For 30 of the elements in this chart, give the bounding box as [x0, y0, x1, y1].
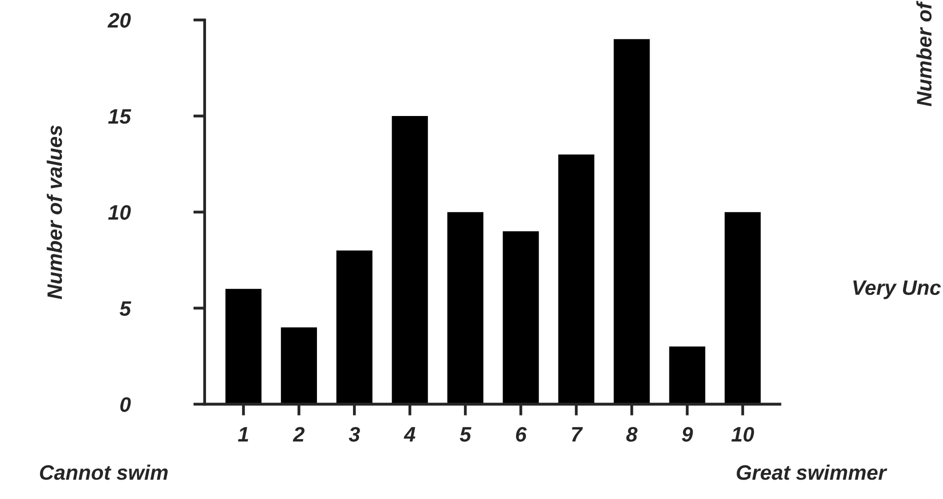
y-axis-title: Number of values	[46, 125, 62, 300]
x-tick-label: 9	[682, 426, 693, 442]
bar	[502, 231, 539, 404]
bar	[225, 288, 262, 404]
bar	[280, 327, 317, 404]
x-tick-label: 10	[731, 426, 754, 442]
x-tick-label: 5	[460, 427, 472, 442]
bar	[669, 346, 706, 404]
x-tick-label: 4	[404, 427, 416, 442]
text: Cannot swim	[40, 464, 168, 480]
x-tick-label: 2	[292, 426, 305, 442]
x-tick-label: 6	[516, 426, 527, 442]
y-tick-label: 5	[120, 301, 132, 316]
y-tick-label: 15	[108, 109, 132, 124]
x-tick-label: 7	[572, 427, 583, 442]
bar	[447, 212, 484, 404]
y-tick-label: 10	[108, 205, 131, 220]
bar	[614, 39, 650, 404]
bar	[336, 250, 372, 404]
bar	[392, 116, 428, 404]
y-tick-label: 0	[120, 397, 131, 412]
x-tick-label: 8	[626, 426, 638, 442]
text: Great swimmer	[736, 464, 888, 480]
y-tick-label: 20	[108, 12, 131, 28]
x-tick-label: 3	[348, 426, 360, 442]
bar	[724, 212, 761, 404]
text: Very Unc	[853, 280, 941, 300]
bar	[558, 154, 594, 404]
x-tick-label: 1	[238, 427, 248, 442]
text: Number of	[916, 0, 932, 106]
